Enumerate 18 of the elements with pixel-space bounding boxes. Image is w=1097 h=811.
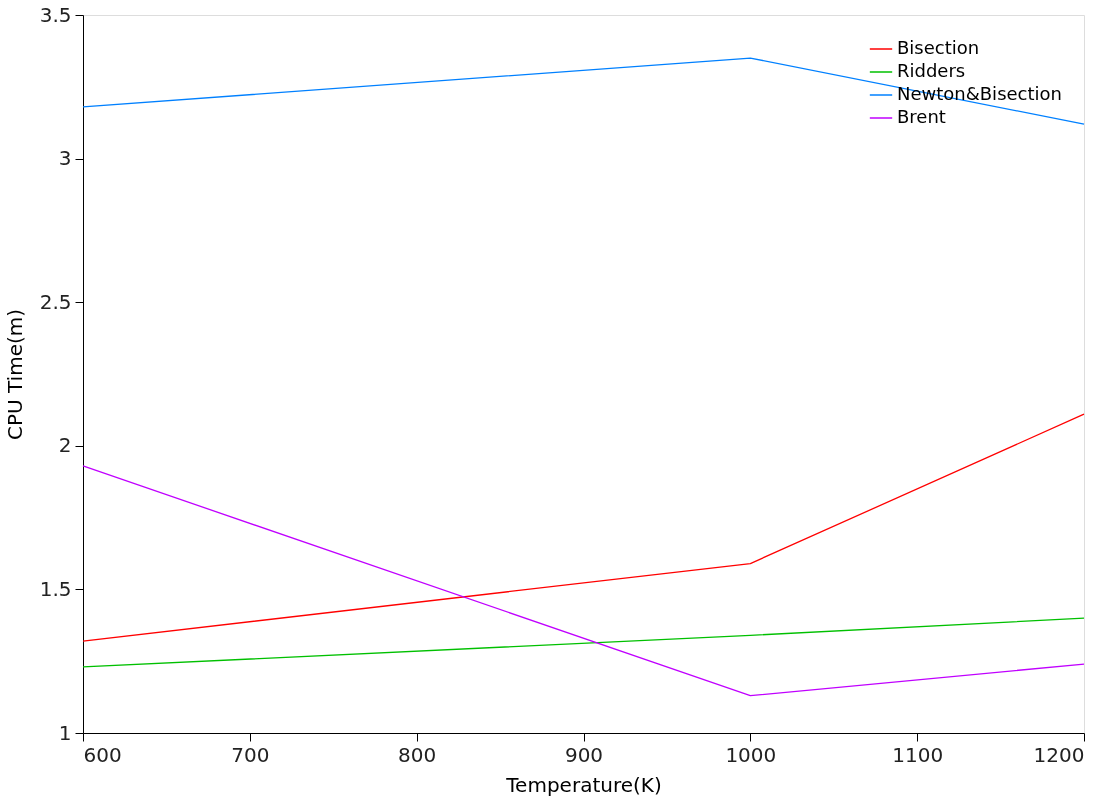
y-tick-label: 1.5 [39,576,72,601]
y-axis-title: CPU Time(m) [2,308,27,441]
x-tick-label: 800 [398,742,437,767]
x-tick-label: 600 [83,742,122,767]
legend-label: Brent [897,106,946,127]
x-tick-label: 1000 [725,742,777,767]
y-tick-label: 1 [58,720,72,745]
x-tick-label: 900 [564,742,604,767]
x-tick-label: 1100 [892,742,944,767]
x-axis-title: Temperature(K) [505,772,662,797]
y-tick-label: 3.5 [39,2,72,27]
y-tick-label: 2.5 [39,289,72,314]
legend-label: Bisection [897,37,980,58]
y-tick-label: 3 [58,146,72,171]
y-tick-label: 2 [58,433,72,458]
x-tick-label: 1200 [1033,742,1085,767]
legend-label: Ridders [897,60,966,81]
x-tick-label: 700 [231,742,270,767]
